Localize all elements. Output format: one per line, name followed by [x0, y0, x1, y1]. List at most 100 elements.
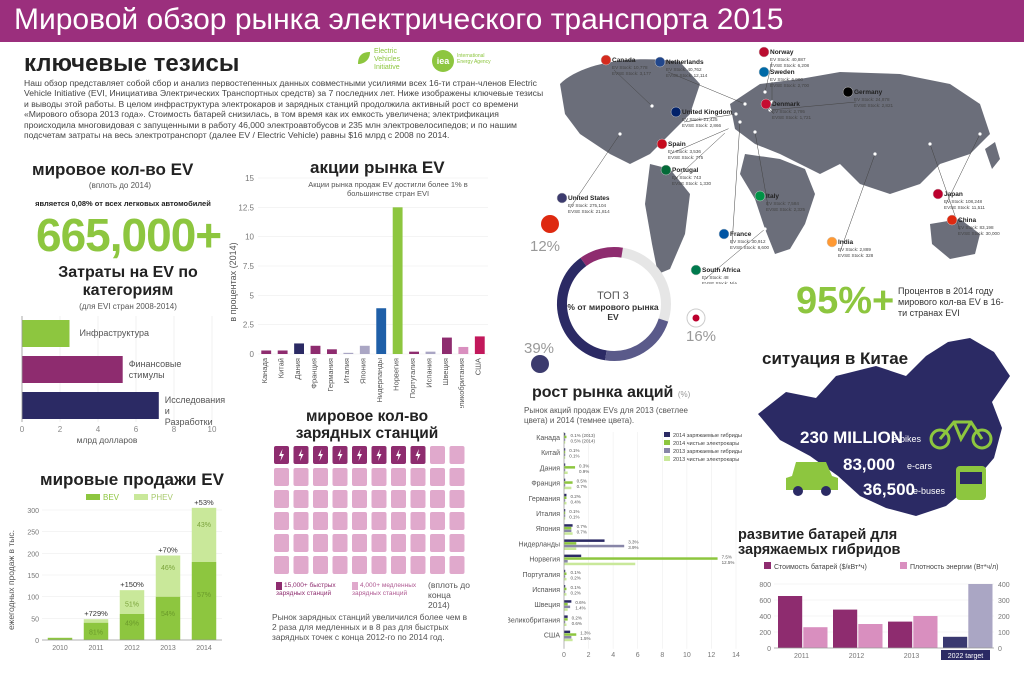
share-bar [474, 336, 485, 354]
country-name: Germany [854, 89, 883, 96]
growth-label-2014: 0.7% [577, 530, 587, 535]
map-pin-icon [928, 142, 932, 146]
china-ebuses-number: 36,500 [863, 480, 915, 499]
battery-bar-density [968, 584, 993, 648]
growth-label-2013: 7.5% [722, 555, 732, 560]
charging-station-cell [391, 556, 406, 574]
battery-bar-cost [943, 636, 968, 648]
share-bar [343, 352, 354, 354]
bolt-icon [279, 449, 284, 461]
legend-fast-label: 15,000+ быстрых зарядных станций [276, 582, 336, 597]
map-pin-icon [753, 130, 757, 134]
flag-icon [670, 106, 682, 118]
charging-station-cell [449, 490, 465, 508]
battery-y-left-tick: 800 [759, 582, 771, 589]
battery-y-right-tick: 200 [998, 614, 1010, 621]
charging-station-cell [313, 534, 328, 552]
growth-legend-label: 2014 чистые электрокары [673, 441, 739, 447]
country-leader-line [667, 71, 746, 105]
growth-bar [564, 618, 568, 621]
country-leader-line [839, 153, 876, 253]
growth-label-2014: 0.7% [577, 484, 587, 489]
share-y-tick: 7.5 [243, 262, 255, 271]
charging-station-cell [449, 468, 465, 486]
country-ev-stock: EV Stock: 40,762 [666, 67, 702, 72]
growth-label-2014: 0.1% [569, 515, 579, 520]
donut-us-arc [557, 257, 607, 361]
country-evse-stock: EVSE Stock: 8,600 [730, 245, 770, 250]
battery-bar-density [858, 624, 883, 648]
country-name: France [730, 231, 752, 238]
country-evse-stock: EVSE Stock: 1,721 [772, 115, 812, 120]
spending-bar [22, 392, 159, 419]
charging-station-cell [293, 512, 309, 530]
legend-swatch-slow [352, 582, 358, 590]
china-ecars-label: e-cars [907, 461, 933, 471]
china-ebuses-label: e-buses [913, 486, 946, 496]
growth-bar [564, 529, 572, 533]
growth-y-tick: Италия [536, 511, 560, 518]
sales-bar-phev [191, 507, 217, 562]
sales-y-tick: 150 [27, 573, 39, 580]
growth-label-2014: 1.5% [580, 636, 590, 641]
china-title: ситуация в Китае [762, 349, 909, 368]
country-name: India [838, 239, 854, 246]
growth-bar [564, 630, 571, 634]
growth-bar [564, 593, 567, 596]
market-share-subtitle: Акции рынка продаж EV достигли более 1% … [308, 180, 468, 198]
flag-icon [842, 86, 854, 98]
country-leader-line [945, 133, 981, 205]
charging-station-cell [293, 534, 309, 552]
country-leader-line [929, 143, 961, 231]
battery-bar-cost [778, 596, 803, 648]
sales-growth-label: +70% [158, 546, 178, 555]
sales-bev-share: 54% [161, 611, 175, 618]
spending-title: Затраты на EV по категориям [58, 264, 198, 299]
share-bar [442, 337, 452, 354]
charging-station-cell [352, 534, 367, 552]
growth-bar [564, 453, 566, 457]
share-y-tick: 2.5 [243, 321, 255, 330]
spending-x-tick: 10 [208, 425, 217, 434]
charging-station-cell [391, 534, 406, 552]
continent-shape [930, 219, 980, 259]
growth-label-2013: 0.1% [570, 585, 580, 590]
growth-bar [564, 600, 572, 603]
growth-chart: 0 2 4 6 8 10 12 14 Канада 0.1% (2013)0.5% (2014) К… [508, 432, 742, 658]
growth-bar [564, 585, 566, 588]
sales-y-tick: 0 [35, 638, 39, 645]
growth-x-tick: 14 [732, 652, 740, 658]
charging-station-cell [313, 490, 328, 508]
growth-bar [564, 638, 573, 642]
growth-bar [564, 575, 566, 578]
growth-y-tick: Китай [541, 449, 560, 457]
country-name: South Africa [702, 267, 741, 274]
spending-chart: 0 2 4 6 8 10 млрд долларов Инфраструктура Финанс… [20, 316, 225, 445]
country-leader-line [703, 228, 766, 281]
charging-station-cell [274, 468, 289, 486]
legend-bev-swatch [86, 494, 100, 500]
ev-share-text: является 0,08% от всех легковых автомоби… [35, 199, 211, 208]
spending-bar-label: Инфраструктура [80, 328, 150, 338]
growth-x-tick: 10 [683, 652, 691, 658]
growth-y-tick: США [544, 633, 560, 640]
flag-icon [541, 215, 559, 233]
growth-bar [564, 481, 573, 484]
sales-bar-bev [155, 596, 181, 640]
growth-bar [564, 633, 577, 636]
spending-x-tick: 8 [172, 425, 177, 434]
page-title: Мировой обзор рынка электрического транс… [14, 3, 784, 36]
sales-bar-bev [119, 614, 145, 640]
growth-label-2014: 1.4% [575, 606, 585, 611]
share-x-tick: Дания [293, 358, 302, 380]
legend-slow-label: 4,000+ медленных зарядных станций [352, 582, 417, 597]
sales-y-tick: 250 [27, 530, 39, 537]
growth-bar [564, 554, 582, 558]
share-x-tick: США [474, 358, 483, 375]
batteries-title: развитие батарей для заряжаемых гибридов [738, 527, 901, 558]
car-icon [793, 486, 803, 496]
bolt-icon [396, 449, 401, 461]
stations-legend-fast: 15,000+ быстрых зарядных станций [276, 582, 346, 598]
sales-y-tick: 50 [31, 616, 39, 623]
growth-x-tick: 6 [636, 652, 640, 658]
